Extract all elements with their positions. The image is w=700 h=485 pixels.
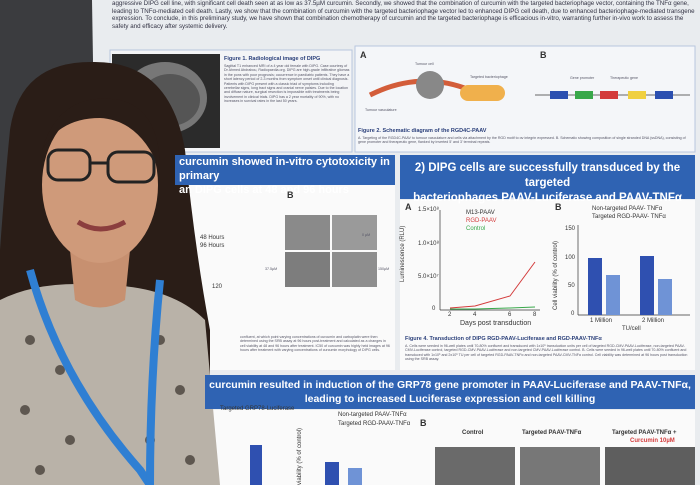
caption: Figure 2. Schematic diagram of the RGD4C… [358, 128, 487, 134]
glasses [46, 148, 92, 182]
image-label: Control [462, 430, 484, 436]
diagram-label: Tumour vasculature [365, 108, 397, 112]
cell-image [332, 252, 377, 287]
dna-seg [628, 91, 646, 99]
bar [250, 445, 262, 485]
dna-seg [655, 91, 673, 99]
fringe [42, 98, 160, 170]
panel-label: A [405, 202, 412, 212]
cell-image [285, 252, 330, 287]
cell-image [605, 447, 695, 485]
section-heading: curcumin showed in-vitro cytotoxicity in… [175, 155, 395, 196]
neck [70, 250, 130, 308]
dna-seg [575, 91, 593, 99]
section-heading: 2) DIPG cells are successfully transduce… [400, 155, 695, 204]
category-label: 2 Million [642, 318, 665, 324]
heading-line: 2) DIPG cells are successfully transduce… [414, 162, 681, 189]
bar [588, 258, 602, 315]
image-label: Curcumin 10µM [630, 438, 675, 444]
panel-label: B [540, 50, 547, 60]
bar [606, 275, 620, 315]
tick-label: 1.5×10⁸ [418, 207, 440, 213]
lanyard [26, 268, 154, 485]
heading-line: an DIPG cells at 48 and 96 hours [179, 184, 349, 196]
tick-label: 5.0×10⁷ [418, 274, 439, 280]
category-label: 1 Million [590, 318, 613, 324]
axis-label: Days post transduction [460, 320, 532, 327]
diagram-label: Tumour cell [415, 62, 434, 66]
diagram-label: Therapeutic gene [610, 76, 638, 80]
bar [658, 279, 672, 315]
glasses [106, 150, 156, 184]
legend-entry: Control [466, 226, 486, 232]
caption: Figure 1. Radiological image of DIPG [224, 56, 321, 62]
legend-entry: M13-PAAV [466, 210, 495, 216]
section-text: A. Cells were seeded in 96-well plates u… [405, 344, 688, 362]
axis-label: Luminescence (RLU) [400, 225, 406, 282]
dna-seg [600, 91, 618, 99]
panel-label: B [420, 418, 427, 428]
intro-text: aggressive DIPG cell line, with signific… [112, 0, 695, 30]
tick-label: 150 [565, 226, 576, 232]
panel-label: B [555, 202, 562, 212]
tick-label: 2 [448, 312, 452, 318]
legend-entry: Non-targeted PAAV- TNFα [592, 206, 663, 212]
panel-label: B [287, 190, 294, 200]
top [0, 284, 220, 485]
legend-entry: Non-targeted PAAV-TNFα [338, 412, 407, 418]
tick-label: 120 [212, 284, 223, 290]
tick-label: 50 [568, 283, 575, 289]
lanyard [146, 279, 164, 485]
figure-text: Sagittal T1 enhanced MRI of a 4 year old… [224, 64, 350, 104]
legend-entry: RGD-PAAV [466, 218, 497, 224]
heading-line: leading to increased Luciferase expressi… [304, 393, 596, 405]
dna-seg [550, 91, 568, 99]
heading-line: curcumin resulted in induction of the GR… [209, 379, 691, 391]
diagram-label: Gene promoter [570, 76, 595, 80]
image-label: 37.5µM [265, 267, 278, 271]
curve [449, 261, 536, 309]
face [42, 107, 158, 263]
cell-image [332, 215, 377, 250]
diagram-label: Targeted bacteriophage [470, 75, 508, 79]
cell-image [435, 447, 515, 485]
tick-label: 0 [432, 306, 436, 312]
panel-label: A [360, 50, 367, 60]
heading-line: curcumin showed in-vitro cytotoxicity in… [179, 156, 390, 182]
image-label: Targeted PAAV-TNFα [522, 430, 582, 436]
image-label: 0 µM [362, 233, 371, 237]
phage [460, 85, 505, 101]
legend-entry: 48 Hours [200, 235, 225, 241]
axis-label: Cell viability (% of control) [553, 240, 559, 310]
cell-image [520, 447, 600, 485]
bar [640, 256, 654, 315]
axis-label: viability (% of control) [297, 427, 303, 485]
section-text: confluent, at which point varying concen… [240, 335, 390, 353]
tick-label: 0 [571, 311, 575, 317]
legend-entry: 96 Hours [200, 243, 225, 249]
bar [325, 462, 339, 485]
section-heading: curcumin resulted in induction of the GR… [205, 375, 695, 409]
curve [450, 306, 536, 310]
tick-label: 100 [565, 255, 576, 261]
cell-image [285, 215, 330, 250]
tumour-cell [416, 71, 444, 99]
tick-label: 1.0×10⁸ [418, 241, 440, 247]
axis-label: TU/cell [622, 326, 641, 332]
legend-entry: Targeted RGD-PAAV- TNFα [592, 214, 666, 220]
tick-label: 6 [508, 312, 512, 318]
heading-line: bacteriophages PAAV-Luciferase and PAAV-… [413, 192, 682, 204]
image-label: 150µM [378, 267, 390, 271]
legend-entry: Targeted GRP78-Luciferase [220, 406, 295, 412]
figure-text: A. Targeting of the RGD4C-PAAV to tumour… [358, 136, 686, 145]
image-label: Targeted PAAV-TNFα + [612, 430, 677, 436]
legend-entry: Targeted RGD-PAAV-TNFα [338, 421, 411, 427]
tick-label: 4 [473, 312, 477, 318]
bar [348, 468, 362, 485]
caption: Figure 4. Transduction of DIPG RGD-PAAV-… [405, 336, 602, 342]
tick-label: 8 [533, 312, 537, 318]
mouth [76, 219, 127, 232]
